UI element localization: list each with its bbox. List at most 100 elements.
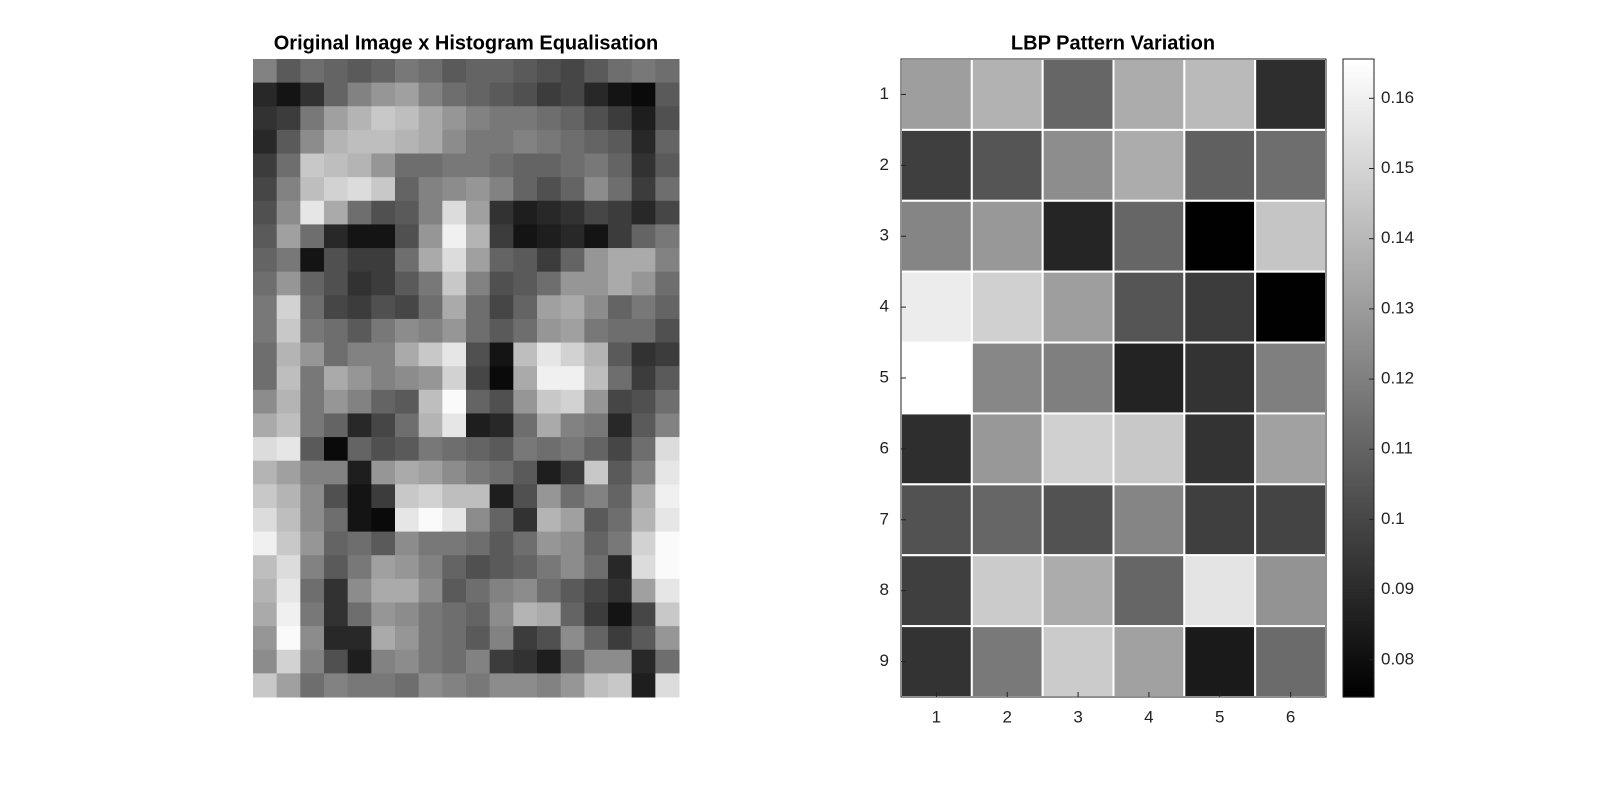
pixel [418,366,443,391]
colorbar-step [1343,68,1374,73]
colorbar-box [1342,58,1375,698]
pixel [347,177,372,202]
pixel [442,342,467,367]
heatmap-cell [1254,199,1327,273]
pixel [537,389,562,414]
pixel [418,82,443,107]
heatmap-cell [1112,58,1186,131]
colorbar-step [1343,524,1374,529]
pixel [608,389,633,414]
pixel [489,437,514,462]
pixel [560,271,585,296]
colorbar-step [1343,106,1374,111]
pixel [276,82,301,107]
x-tick-label: 1 [932,707,941,726]
pixel [418,177,443,202]
pixel [253,366,278,391]
pixel [347,129,372,155]
heatmap-cell [1041,625,1115,698]
pixel [253,626,278,651]
pixel [560,555,585,580]
pixel [324,460,349,485]
heatmap-cell [1112,128,1186,202]
pixel [324,177,349,202]
colorbar-step [1343,103,1374,108]
pixel [631,460,656,485]
colorbar-step [1343,677,1374,682]
colorbar-step [1343,527,1374,532]
pixel [466,271,491,296]
pixel [584,59,609,84]
pixel [513,366,538,391]
colorbar-step [1343,444,1374,449]
heatmap-cell [1254,270,1327,344]
pixel [466,484,491,509]
pixel [300,437,325,462]
pixel [584,177,609,202]
colorbar-step [1343,135,1374,140]
pixel [537,460,562,485]
pixel [466,248,491,273]
x-tick-label: 4 [1144,707,1153,726]
y-tick-label: 7 [880,509,889,528]
colorbar-step [1343,547,1374,551]
colorbar-step [1343,141,1374,146]
pixel [560,484,585,509]
pixel [395,200,420,225]
pixel [489,531,514,556]
colorbar-step [1343,173,1374,178]
pixel [631,437,656,462]
pixel [537,318,562,344]
pixel [442,437,467,462]
pixel [584,626,609,651]
pixel [608,271,633,296]
pixel [442,578,467,603]
pixel [584,531,609,556]
colorbar-step [1343,591,1374,596]
pixel [371,649,396,674]
colorbar-step [1343,94,1374,98]
pixel [324,555,349,580]
pixel [655,295,680,320]
pixel [513,649,538,674]
colorbar-step [1343,298,1374,303]
colorbar-step [1343,390,1374,395]
colorbar-step [1343,556,1374,561]
colorbar-step [1343,301,1374,306]
pixel [442,153,467,178]
pixel [371,177,396,202]
pixel [608,82,633,107]
colorbar-step [1343,489,1374,494]
colorbar-step [1343,110,1374,114]
heatmap-cell [1041,554,1115,628]
colorbar-step [1343,228,1374,232]
pixel [513,531,538,556]
pixel [276,200,301,225]
colorbar-step [1343,636,1374,641]
pixel [537,248,562,273]
colorbar-step [1343,240,1374,245]
colorbar-step [1343,563,1374,567]
pixel [253,295,278,320]
pixel [631,177,656,202]
pixel [324,602,349,627]
pixel [395,555,420,580]
pixel [442,484,467,509]
pixel [442,106,467,131]
heatmap-cell [900,554,973,628]
pixel [371,318,396,344]
pixel [655,200,680,225]
pixel [513,248,538,273]
pixel [537,626,562,651]
colorbar-step [1343,266,1374,271]
pixel [418,484,443,509]
pixel [489,389,514,414]
colorbar-tick-label: 0.16 [1381,88,1414,107]
pixel [631,531,656,556]
heatmap-cell [1041,483,1115,557]
colorbar-step [1343,170,1374,175]
colorbar-step [1343,451,1374,456]
pixel [655,248,680,273]
colorbar-tick-label: 0.12 [1381,369,1414,388]
pixel [300,366,325,391]
